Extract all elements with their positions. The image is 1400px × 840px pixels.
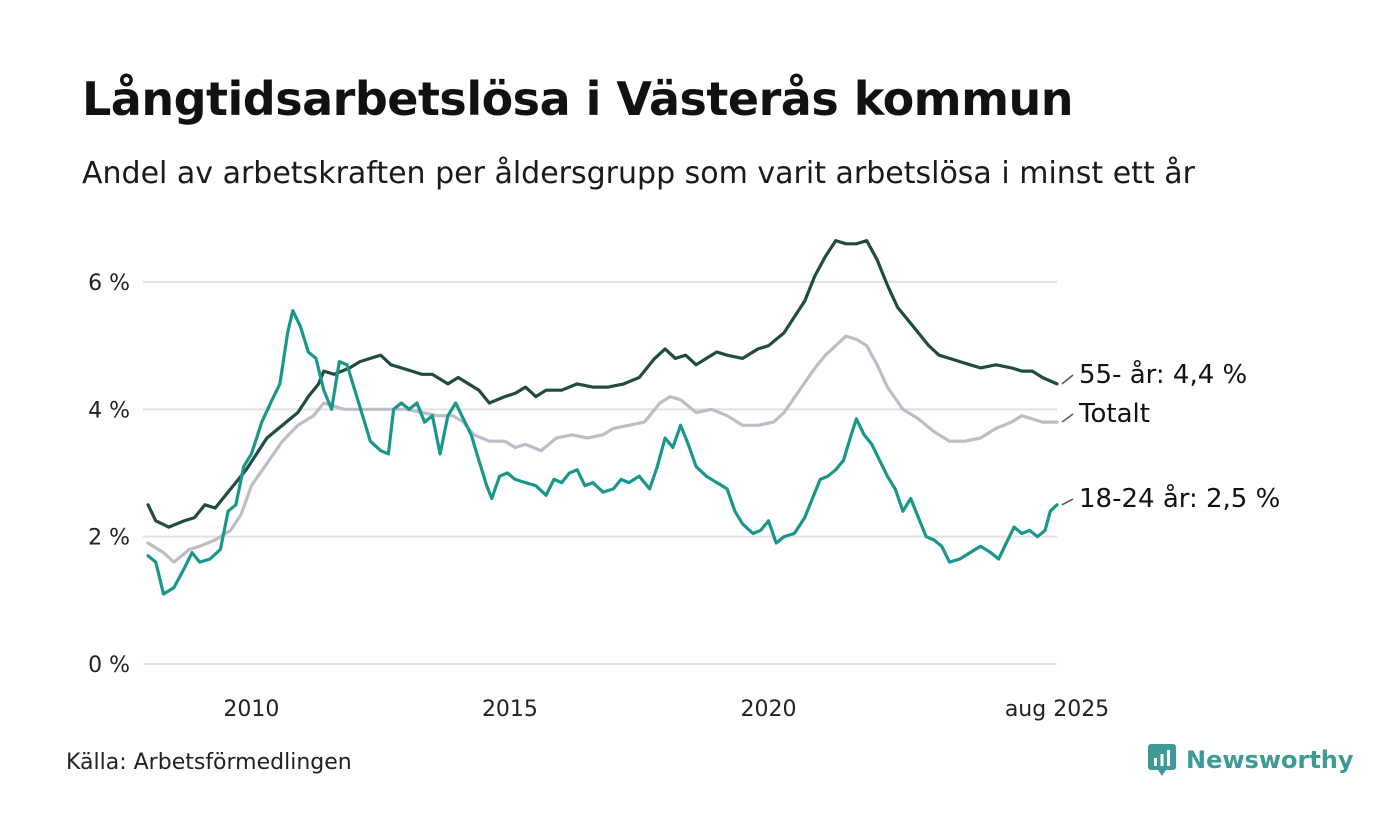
y-axis-ticks: 0 % 2 % 4 % 6 % [88, 271, 130, 678]
x-tick-label: 2015 [482, 697, 538, 722]
x-tick-label: 2010 [223, 697, 279, 722]
y-tick-label: 6 % [88, 271, 130, 296]
end-label-1: 55- år: 4,4 % [1079, 359, 1247, 390]
y-tick-label: 0 % [88, 653, 130, 678]
end-label-leader [1061, 413, 1074, 423]
brand-name: Newsworthy [1186, 746, 1354, 774]
series-line-1 [146, 239, 1059, 529]
series-line-0 [146, 334, 1059, 564]
chart-title: Långtidsarbetslösa i Västerås kommun [82, 72, 1074, 126]
brand-logo: Newsworthy [1148, 744, 1354, 776]
gridlines [143, 281, 1057, 665]
series-line-2 [146, 309, 1059, 596]
source-note: Källa: Arbetsförmedlingen [66, 750, 352, 775]
y-tick-label: 2 % [88, 526, 130, 551]
y-tick-label: 4 % [88, 398, 130, 423]
series-lines [146, 239, 1059, 596]
end-label-leader [1061, 374, 1074, 385]
end-label-0: Totalt [1078, 399, 1150, 429]
x-tick-label: aug 2025 [1005, 697, 1109, 722]
chart-subtitle: Andel av arbetskraften per åldersgrupp s… [82, 156, 1195, 191]
end-label-2: 18-24 år: 2,5 % [1079, 483, 1280, 514]
newsworthy-logo-icon [1148, 744, 1176, 776]
end-label-leader [1061, 498, 1074, 506]
x-axis-ticks: 2010 2015 2020 aug 2025 [223, 697, 1109, 722]
end-labels: Totalt 55- år: 4,4 % 18-24 år: 2,5 % [1061, 359, 1280, 514]
x-tick-label: 2020 [740, 697, 796, 722]
